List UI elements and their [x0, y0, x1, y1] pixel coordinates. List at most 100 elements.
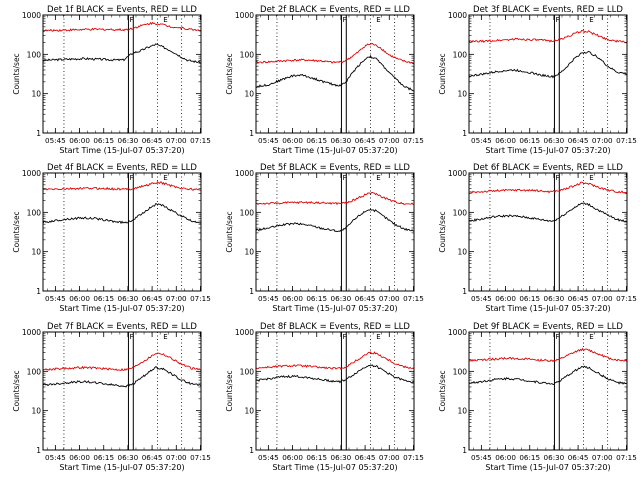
x-tick-label: 07:15: [616, 294, 637, 303]
lld-series-line: [42, 352, 202, 372]
lld-series-line: [255, 192, 415, 206]
y-tick-label: 10: [244, 248, 254, 257]
y-tick-label: 100: [27, 367, 42, 376]
x-tick-label: 07:15: [190, 136, 211, 145]
x-tick-label: 05:45: [45, 136, 66, 145]
x-tick-label: 05:45: [471, 453, 492, 462]
x-tick-label: 06:15: [519, 453, 540, 462]
y-tick-label: 100: [27, 50, 42, 59]
x-tick-label: 06:00: [69, 453, 90, 462]
x-tick-label: 06:45: [568, 294, 589, 303]
panel-title: Det 5f BLACK = Events, RED = LLD: [260, 163, 410, 173]
band-label: E: [376, 333, 380, 341]
x-tick-label: 07:15: [403, 294, 424, 303]
panel-title: Det 9f BLACK = Events, RED = LLD: [473, 322, 623, 332]
x-tick-label: 06:15: [519, 294, 540, 303]
x-tick-label: 07:00: [166, 453, 187, 462]
plot-frame: [255, 172, 415, 292]
y-tick-label: 1: [249, 287, 254, 296]
y-tick-label: 1: [36, 446, 41, 455]
y-axis-label: Counts/sec: [12, 211, 21, 252]
x-tick-label: 07:15: [403, 453, 424, 462]
x-tick-label: 05:45: [258, 294, 279, 303]
x-tick-label: 06:00: [282, 453, 303, 462]
y-tick-label: 100: [27, 208, 42, 217]
y-tick-label: 1: [249, 129, 254, 138]
x-tick-label: 06:45: [568, 136, 589, 145]
panel-title: Det 2f BLACK = Events, RED = LLD: [260, 5, 410, 15]
x-axis-label: Start Time (15-Jul-07 05:37:20): [272, 146, 397, 155]
lld-series-line: [42, 180, 202, 191]
y-tick-label: 10: [457, 407, 467, 416]
y-tick-label: 100: [453, 208, 468, 217]
x-tick-label: 07:00: [379, 294, 400, 303]
events-series-line: [42, 203, 201, 225]
y-tick-label: 100: [240, 50, 255, 59]
y-tick-label: 1000: [235, 11, 254, 20]
y-tick-label: 1: [36, 129, 41, 138]
x-tick-label: 07:00: [592, 294, 613, 303]
y-tick-label: 10: [457, 248, 467, 257]
x-tick-label: 07:15: [403, 136, 424, 145]
x-tick-label: 07:00: [379, 136, 400, 145]
events-series-line: [255, 208, 415, 233]
x-tick-label: 06:15: [306, 453, 327, 462]
x-axis-label: Start Time (15-Jul-07 05:37:20): [59, 304, 184, 313]
y-axis-label: Counts/sec: [438, 53, 447, 94]
plot-frame: [255, 14, 415, 134]
plot-frame: [468, 172, 628, 292]
y-tick-label: 100: [453, 367, 468, 376]
x-axis-label: Start Time (15-Jul-07 05:37:20): [272, 304, 397, 313]
x-axis-label: Start Time (15-Jul-07 05:37:20): [485, 304, 610, 313]
band-label: F: [342, 16, 346, 24]
x-tick-label: 06:30: [118, 294, 139, 303]
plot-frame: [42, 172, 202, 292]
band-label: E: [589, 333, 593, 341]
lld-series-line: [468, 30, 628, 44]
x-tick-label: 07:15: [190, 294, 211, 303]
x-tick-label: 06:15: [306, 294, 327, 303]
x-tick-label: 06:15: [306, 136, 327, 145]
band-label: E: [589, 174, 593, 182]
y-tick-label: 100: [240, 367, 255, 376]
x-tick-label: 06:30: [118, 136, 139, 145]
events-series-line: [42, 366, 202, 388]
y-tick-label: 1000: [235, 328, 254, 337]
x-tick-label: 06:00: [495, 294, 516, 303]
band-label: F: [129, 174, 133, 182]
x-tick-label: 06:45: [355, 294, 376, 303]
y-tick-label: 100: [240, 208, 255, 217]
x-tick-label: 05:45: [258, 136, 279, 145]
x-tick-label: 06:30: [118, 453, 139, 462]
plot-frame: [468, 331, 628, 451]
y-tick-label: 100: [453, 50, 468, 59]
events-series-line: [42, 43, 202, 65]
band-label: F: [342, 174, 346, 182]
y-tick-label: 1000: [22, 169, 41, 178]
y-tick-label: 1000: [22, 328, 41, 337]
x-axis-label: Start Time (15-Jul-07 05:37:20): [59, 463, 184, 472]
events-series-line: [468, 50, 628, 79]
x-tick-label: 07:00: [592, 453, 613, 462]
x-axis-label: Start Time (15-Jul-07 05:37:20): [59, 146, 184, 155]
x-tick-label: 05:45: [471, 294, 492, 303]
x-tick-label: 05:45: [471, 136, 492, 145]
x-tick-label: 06:45: [355, 136, 376, 145]
y-tick-label: 1: [462, 129, 467, 138]
events-series-line: [468, 365, 628, 385]
x-tick-label: 06:00: [282, 294, 303, 303]
band-label: F: [342, 333, 346, 341]
y-tick-label: 1000: [448, 328, 467, 337]
y-axis-label: Counts/sec: [225, 211, 234, 252]
y-axis-label: Counts/sec: [12, 53, 21, 94]
y-axis-label: Counts/sec: [225, 53, 234, 94]
x-tick-label: 06:45: [355, 453, 376, 462]
band-label: F: [129, 16, 133, 24]
